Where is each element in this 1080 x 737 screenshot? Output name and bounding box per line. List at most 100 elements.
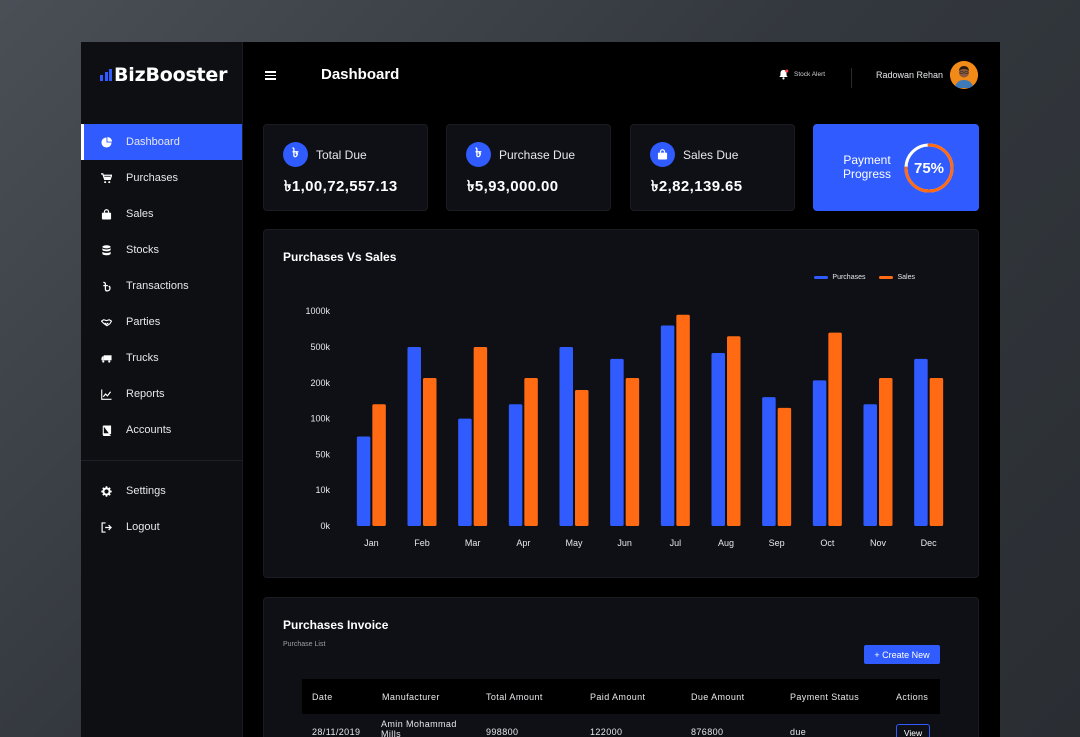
- sidebar-nav: Dashboard Purchases Sales Stocks Transac…: [81, 124, 242, 545]
- taka-icon: ৳: [283, 142, 308, 167]
- handshake-icon: [99, 315, 113, 329]
- legend-label: Purchases: [832, 274, 866, 281]
- table-row[interactable]: 28/11/2019 Amin Mohammad Mills 998800 12…: [302, 717, 940, 737]
- bar-sales-nov[interactable]: [879, 378, 893, 526]
- bar-purchases-mar[interactable]: [458, 418, 472, 526]
- x-tick-label: Aug: [718, 538, 734, 548]
- bar-sales-apr[interactable]: [524, 378, 538, 526]
- cell-date: 28/11/2019: [312, 727, 361, 737]
- bar-purchases-nov[interactable]: [863, 404, 878, 526]
- gear-icon: [99, 484, 113, 498]
- x-tick-label: Feb: [414, 538, 430, 548]
- shopping-bag-icon: [99, 207, 113, 221]
- total-due-card[interactable]: ৳ Total Due ৳1,00,72,557.13: [263, 124, 428, 211]
- bar-purchases-jun[interactable]: [610, 358, 624, 526]
- card-value: ৳1,00,72,557.13: [284, 178, 398, 195]
- stock-alert-button[interactable]: Stock Alert: [778, 69, 825, 80]
- card-value: ৳2,82,139.65: [651, 178, 743, 195]
- avatar[interactable]: [950, 61, 978, 89]
- sidebar-item-label: Reports: [126, 388, 165, 400]
- bar-sales-dec[interactable]: [929, 378, 944, 526]
- sidebar-item-logout[interactable]: Logout: [81, 509, 242, 545]
- y-tick-label: 100k: [310, 414, 330, 424]
- view-button[interactable]: View: [896, 724, 930, 737]
- column-header[interactable]: Due Amount: [691, 692, 745, 702]
- sales-due-card[interactable]: Sales Due ৳2,82,139.65: [630, 124, 795, 211]
- bar-sales-feb[interactable]: [423, 378, 437, 526]
- column-header[interactable]: Paid Amount: [590, 692, 646, 702]
- sidebar-item-accounts[interactable]: Accounts: [81, 412, 242, 448]
- column-header[interactable]: Actions: [896, 692, 929, 702]
- top-header: Dashboard Stock Alert Radowan Rehan: [243, 42, 1000, 108]
- bar-sales-jun[interactable]: [625, 378, 640, 526]
- sidebar-item-label: Purchases: [126, 172, 178, 184]
- sidebar-item-parties[interactable]: Parties: [81, 304, 242, 340]
- shopping-bag-icon: [650, 142, 675, 167]
- cell-total: 998800: [486, 727, 519, 737]
- column-header[interactable]: Payment Status: [790, 692, 860, 702]
- sidebar-item-label: Transactions: [126, 280, 189, 292]
- brand-name: BizBooster: [114, 64, 228, 86]
- bar-sales-jul[interactable]: [676, 314, 690, 526]
- y-tick-label: 200k: [310, 378, 330, 388]
- card-value: ৳5,93,000.00: [467, 178, 559, 195]
- x-tick-label: Oct: [820, 538, 835, 548]
- bar-purchases-apr[interactable]: [508, 404, 523, 526]
- sidebar-item-purchases[interactable]: Purchases: [81, 160, 242, 196]
- purchases-invoice-panel: Purchases Invoice Purchase List + Create…: [263, 597, 979, 737]
- x-tick-label: Apr: [516, 538, 530, 548]
- bar-sales-aug[interactable]: [727, 336, 741, 526]
- bar-sales-sep[interactable]: [777, 407, 792, 526]
- brand-logo[interactable]: BizBooster: [100, 64, 227, 86]
- payment-progress-card[interactable]: Payment Progress 75%: [813, 124, 979, 211]
- purchases-vs-sales-panel: Purchases Vs Sales Purchases Sales 0k 10k…: [263, 229, 979, 578]
- cell-manufacturer: Amin Mohammad Mills: [381, 719, 457, 737]
- legend-item-purchases[interactable]: Purchases: [814, 274, 865, 281]
- sidebar-item-settings[interactable]: Settings: [81, 473, 242, 509]
- bar-purchases-jul[interactable]: [660, 325, 675, 526]
- bar-sales-mar[interactable]: [473, 347, 488, 526]
- legend-item-sales[interactable]: Sales: [879, 274, 915, 281]
- bar-purchases-feb[interactable]: [407, 347, 422, 526]
- column-header[interactable]: Manufacturer: [382, 692, 440, 702]
- taka-icon: ৳: [466, 142, 491, 167]
- sidebar-item-stocks[interactable]: Stocks: [81, 232, 242, 268]
- create-new-button[interactable]: + Create New: [864, 645, 940, 664]
- x-tick-label: Sep: [769, 538, 785, 548]
- cell-paid: 122000: [590, 727, 623, 737]
- y-tick-label: 500k: [310, 342, 330, 352]
- card-label: Total Due: [316, 148, 367, 162]
- menu-icon[interactable]: [265, 71, 276, 80]
- purchase-due-card[interactable]: ৳ Purchase Due ৳5,93,000.00: [446, 124, 611, 211]
- x-tick-label: Dec: [921, 538, 938, 548]
- y-tick-label: 1000k: [305, 306, 330, 316]
- chart-title: Purchases Vs Sales: [283, 250, 397, 264]
- column-header[interactable]: Date: [312, 692, 333, 702]
- bar-purchases-sep[interactable]: [762, 397, 776, 526]
- user-name[interactable]: Radowan Rehan: [876, 70, 944, 80]
- logo-bars-icon: [100, 69, 112, 81]
- sidebar-item-reports[interactable]: Reports: [81, 376, 242, 412]
- bar-sales-jan[interactable]: [372, 404, 386, 526]
- bar-sales-may[interactable]: [575, 389, 589, 526]
- cart-icon: [99, 171, 113, 185]
- sidebar-item-trucks[interactable]: Trucks: [81, 340, 242, 376]
- bar-purchases-may[interactable]: [559, 347, 574, 526]
- sidebar-item-dashboard[interactable]: Dashboard: [81, 124, 242, 160]
- cell-status: due: [790, 727, 807, 737]
- bar-purchases-oct[interactable]: [812, 380, 827, 526]
- column-header[interactable]: Total Amount: [486, 692, 543, 702]
- sidebar-item-label: Logout: [126, 521, 160, 533]
- sidebar-item-transactions[interactable]: Transactions: [81, 268, 242, 304]
- bar-purchases-aug[interactable]: [711, 352, 726, 526]
- progress-value: 75%: [913, 159, 945, 177]
- sidebar-item-sales[interactable]: Sales: [81, 196, 242, 232]
- bar-purchases-jan[interactable]: [356, 436, 371, 527]
- line-chart-icon: [99, 387, 113, 401]
- bar-purchases-dec[interactable]: [914, 358, 928, 526]
- legend-label: Sales: [897, 274, 915, 281]
- progress-ring: [904, 143, 954, 193]
- header-divider: [851, 68, 852, 88]
- bar-sales-oct[interactable]: [828, 332, 842, 526]
- sidebar-item-label: Trucks: [126, 352, 159, 364]
